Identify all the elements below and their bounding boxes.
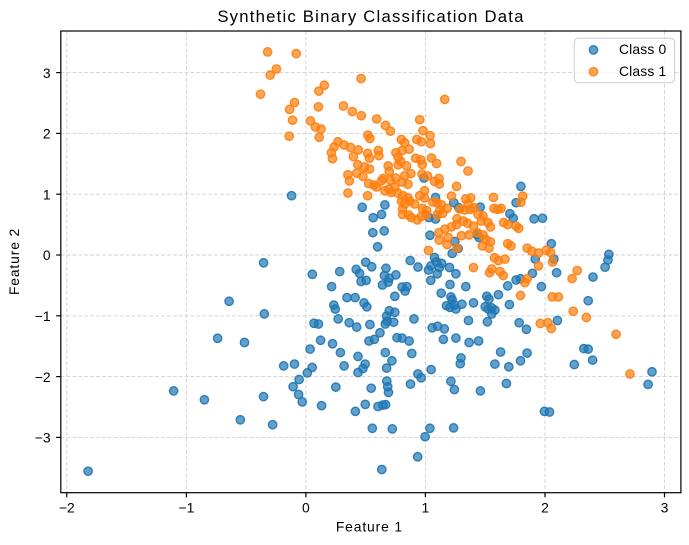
svg-text:−3: −3 bbox=[35, 430, 51, 446]
svg-text:3: 3 bbox=[661, 500, 669, 516]
svg-text:Class 0: Class 0 bbox=[619, 41, 666, 57]
svg-text:1: 1 bbox=[43, 186, 51, 202]
svg-text:−2: −2 bbox=[59, 500, 75, 516]
svg-text:−2: −2 bbox=[35, 369, 51, 385]
svg-text:3: 3 bbox=[43, 65, 51, 81]
svg-text:Feature 1: Feature 1 bbox=[336, 519, 403, 535]
svg-text:2: 2 bbox=[43, 126, 51, 142]
svg-text:0: 0 bbox=[43, 247, 51, 263]
svg-text:−1: −1 bbox=[178, 500, 194, 516]
svg-text:0: 0 bbox=[302, 500, 310, 516]
svg-text:1: 1 bbox=[422, 500, 430, 516]
svg-text:Class 1: Class 1 bbox=[619, 63, 666, 79]
svg-text:Synthetic Binary Classificatio: Synthetic Binary Classification Data bbox=[217, 7, 524, 26]
svg-text:Feature 2: Feature 2 bbox=[6, 228, 22, 295]
svg-text:−1: −1 bbox=[35, 308, 51, 324]
svg-text:2: 2 bbox=[541, 500, 549, 516]
